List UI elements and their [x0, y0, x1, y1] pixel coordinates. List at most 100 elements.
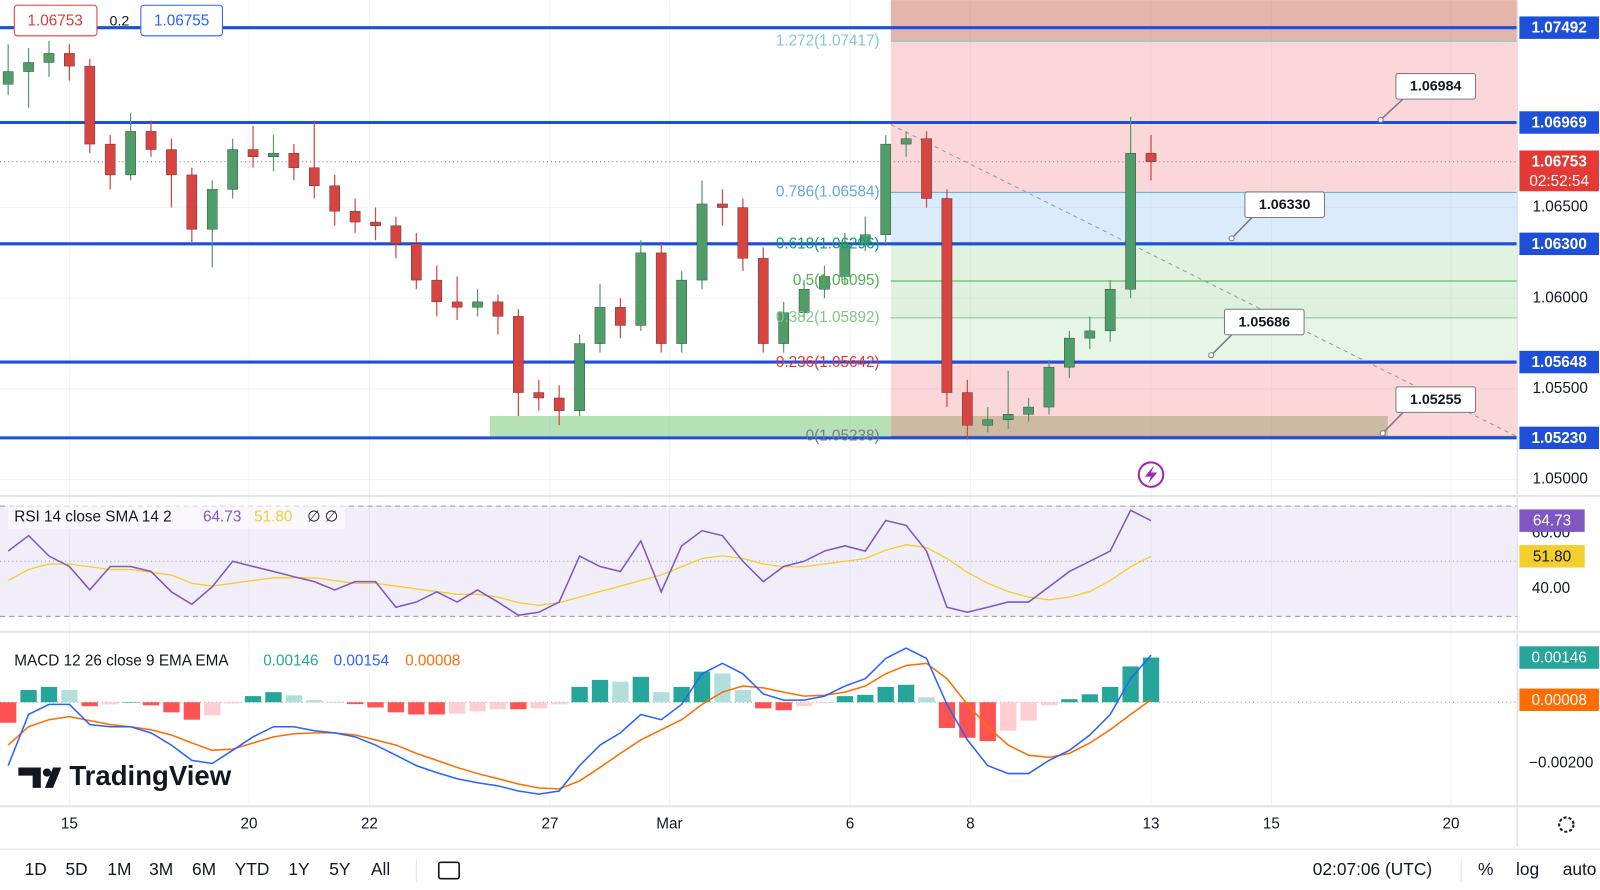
fib-label: 0.5(1.06095) [793, 272, 880, 289]
fib-base-strip [890, 416, 1388, 437]
candle-body [64, 53, 75, 67]
candle-body [431, 279, 443, 303]
fib-zone [890, 281, 1518, 318]
candle-body [268, 152, 279, 157]
candle-body [84, 65, 96, 145]
candle-body [696, 203, 708, 281]
candle-body [370, 221, 381, 226]
macd-hist-bar [755, 702, 772, 709]
macd-hist-bar [714, 673, 731, 703]
candle-body [349, 210, 361, 223]
bid: 1.06753 [27, 13, 82, 30]
x-tick-label: Mar [656, 816, 682, 833]
macd-hist-bar [408, 702, 425, 715]
macd-hist-bar [591, 679, 609, 703]
y-tick-label: 1.05500 [1533, 380, 1588, 397]
level-tag-label: 1.05230 [1532, 430, 1587, 447]
log-toggle[interactable]: log [1516, 859, 1539, 879]
candle-body [2, 71, 14, 85]
macd-tick-label: −0.00200 [1529, 755, 1593, 772]
macd-hist-bar [1040, 702, 1058, 706]
macd-hist-bar [1102, 686, 1119, 703]
settings-icon[interactable] [1558, 816, 1575, 833]
callout-anchor [1379, 430, 1386, 437]
candle-body [288, 152, 300, 168]
range-button[interactable]: 6M [192, 859, 216, 879]
range-button[interactable]: 3M [149, 859, 173, 879]
candle-body [23, 62, 34, 72]
range-button[interactable]: 1D [25, 859, 47, 879]
macd-hist-bar [489, 702, 507, 710]
hist-tag [1519, 646, 1599, 669]
fib-label: 0.786(1.06584) [776, 183, 880, 200]
candle-body [1002, 414, 1014, 420]
macd-hist-bar [795, 702, 813, 707]
candle-body [1084, 330, 1096, 339]
x-tick-label: 27 [541, 816, 558, 833]
x-tick-label: 15 [61, 816, 78, 833]
macd-hist-bar [346, 702, 364, 705]
macd-hist-bar [857, 694, 874, 703]
candle-body [574, 343, 585, 411]
fib-label: 1.272(1.07417) [776, 32, 880, 49]
sma-value: 51.80 [254, 508, 292, 525]
candle-body [941, 198, 953, 393]
candle-body [1023, 406, 1034, 415]
candle-body [43, 53, 55, 63]
candle-body [1064, 337, 1075, 368]
callout-anchor [1377, 116, 1384, 123]
macd-hist-bar [469, 702, 486, 712]
range-button[interactable]: YTD [235, 859, 270, 879]
candle-body [778, 312, 789, 344]
level-tag [1519, 232, 1599, 256]
alert-bolt [1144, 465, 1158, 484]
x-tick-label: 20 [240, 816, 257, 833]
countdown: 02:52:54 [1529, 173, 1589, 190]
ask-box[interactable] [140, 4, 223, 37]
candle-body [308, 167, 320, 187]
rsi-value: 64.73 [203, 508, 241, 525]
level-tag [1519, 111, 1599, 134]
candle-body [451, 301, 463, 308]
range-button[interactable]: 1M [107, 859, 131, 879]
fib-zone [890, 244, 1518, 282]
candle-body [125, 131, 136, 176]
macd-hist-bar [1081, 694, 1098, 703]
x-tick-label: 13 [1143, 816, 1160, 833]
candle-body [1043, 366, 1055, 408]
fib-zone [890, 192, 1518, 245]
macd-hist-bar [224, 702, 241, 704]
sma-tag-label: 51.80 [1533, 548, 1571, 565]
calendar-icon[interactable] [437, 861, 460, 880]
macd-hist-bar [183, 702, 200, 720]
callout-box [1244, 191, 1325, 218]
macd-signal-value: 0.00008 [405, 652, 460, 669]
candle-body [737, 207, 749, 259]
x-tick-label: 20 [1443, 816, 1460, 833]
x-tick-label: 8 [966, 816, 975, 833]
signal-tag-label: 0.00008 [1532, 692, 1587, 709]
rsi-tick-label: 40.00 [1532, 580, 1570, 597]
macd-hist-bar [306, 700, 323, 703]
logo-text: TradingView [69, 760, 231, 791]
auto-toggle[interactable]: auto [1563, 859, 1597, 879]
main-layer [0, 26, 1518, 795]
trend-line [890, 124, 1518, 438]
last-price-tag [1519, 150, 1599, 192]
range-button[interactable]: 1Y [288, 859, 310, 879]
range-button[interactable]: 5D [65, 859, 87, 879]
fib-label: 0(1.05238) [806, 427, 880, 444]
range-button[interactable]: 5Y [329, 859, 351, 879]
candle-body [472, 301, 483, 308]
bid-box[interactable] [13, 4, 98, 37]
range-button[interactable]: All [371, 859, 390, 879]
callout-pointer [1380, 97, 1405, 121]
macd-hist-bar [81, 702, 98, 707]
clock[interactable]: 02:07:06 (UTC) [1313, 859, 1432, 879]
rsi-extra: ∅ ∅ [307, 508, 338, 525]
percent-toggle[interactable]: % [1478, 859, 1493, 879]
macd-value: 0.00154 [334, 652, 390, 669]
